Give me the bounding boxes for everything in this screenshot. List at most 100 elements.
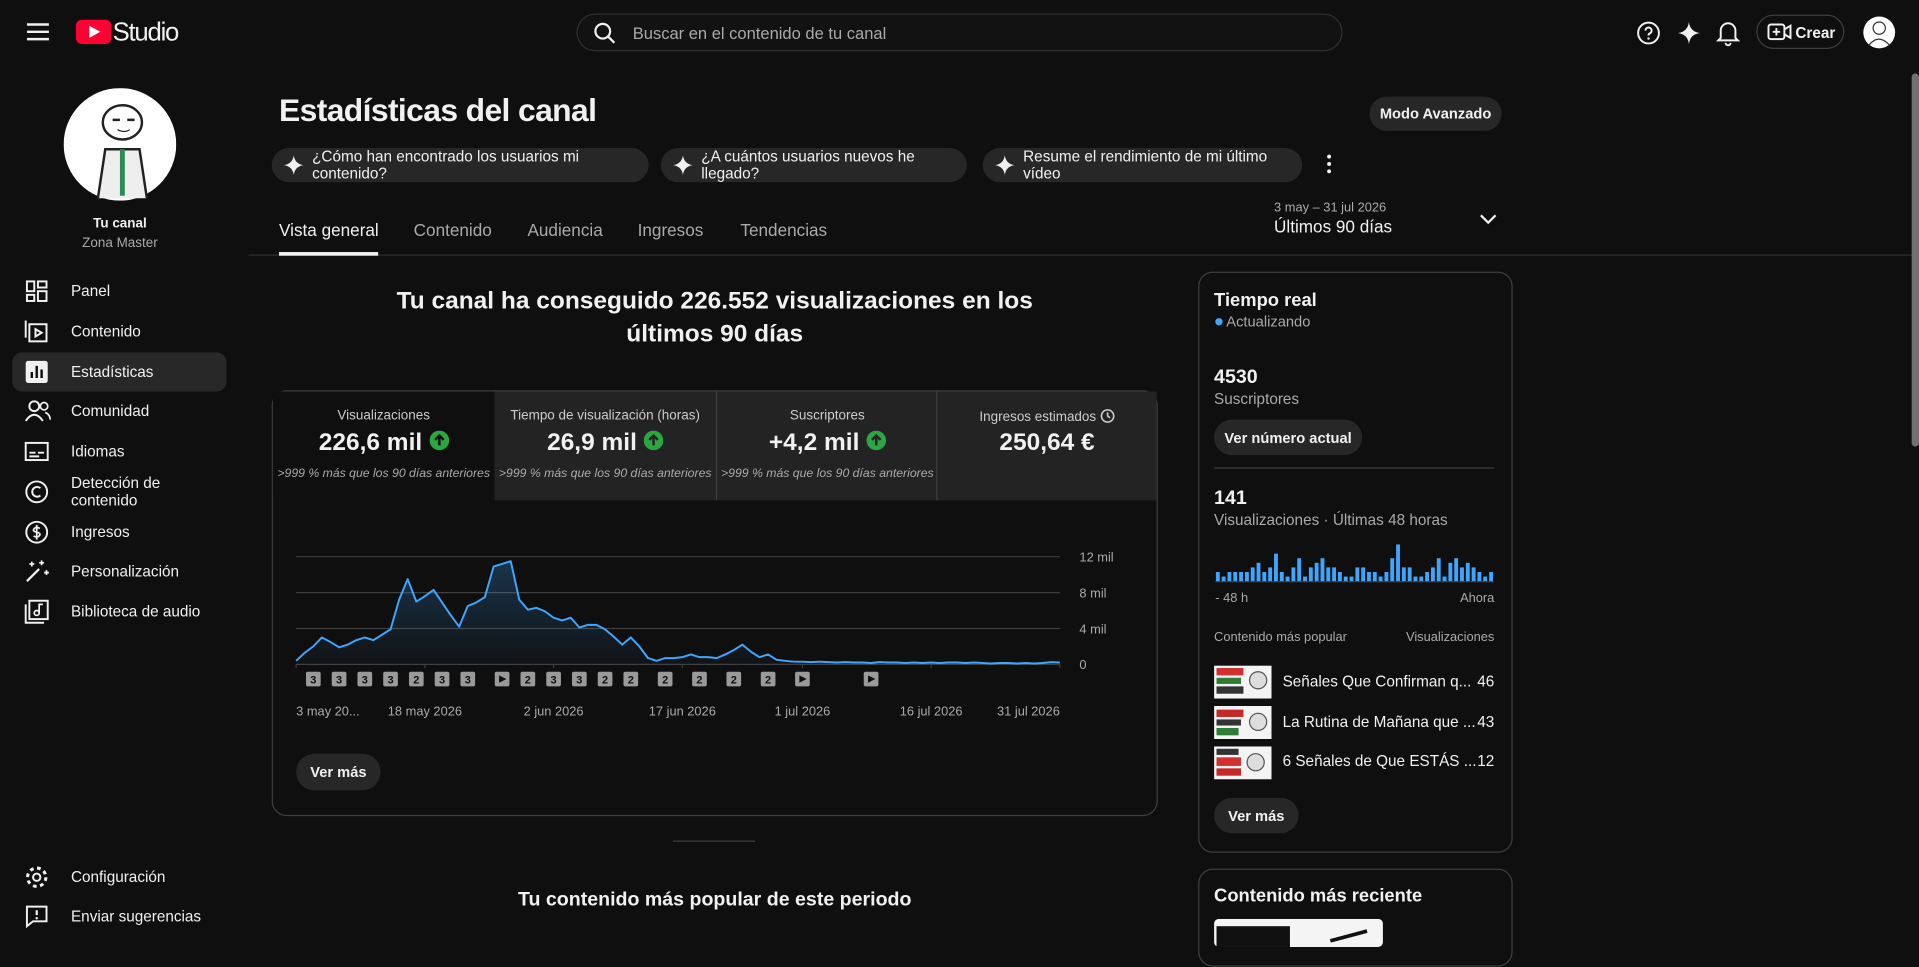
nav-icon bbox=[26, 866, 48, 888]
nav-label: Idiomas bbox=[70, 442, 125, 461]
scrollbar[interactable] bbox=[1911, 73, 1919, 447]
video-title[interactable]: Señales Que Confirman q... bbox=[1282, 672, 1472, 691]
tab[interactable]: Vista general bbox=[279, 220, 379, 240]
top-metric: Visualizaciones bbox=[1405, 630, 1495, 645]
tab[interactable]: Tendencias bbox=[740, 220, 828, 240]
subscriber-label: Suscriptores bbox=[1214, 390, 1300, 408]
nav-label: Configuración bbox=[70, 868, 166, 886]
notifications-button[interactable] bbox=[1715, 20, 1741, 47]
metric-note: >999 % más que los 90 días anteriores bbox=[277, 467, 490, 481]
advanced-mode-button[interactable]: Modo Avanzado bbox=[1369, 96, 1502, 131]
nav-item[interactable]: Contenido bbox=[12, 312, 226, 351]
nav-label: Panel bbox=[70, 282, 111, 300]
top-heading: Contenido más popular bbox=[1214, 630, 1347, 645]
more-options[interactable] bbox=[1325, 154, 1332, 174]
nav-label: Estadísticas bbox=[70, 363, 154, 381]
create-icon bbox=[1767, 23, 1792, 41]
see-more-button[interactable]: Ver más bbox=[1214, 797, 1299, 834]
up-icon bbox=[866, 430, 886, 451]
section-divider bbox=[673, 840, 756, 842]
recent-thumbnail[interactable] bbox=[1214, 918, 1383, 947]
nav-item[interactable]: Enviar sugerencias bbox=[12, 897, 226, 936]
metric-tab[interactable]: Suscriptores +4,2 mil >999 % más que los … bbox=[715, 391, 938, 501]
video-views: 12 bbox=[1477, 752, 1495, 770]
nav-item[interactable]: Panel bbox=[12, 272, 226, 311]
video-title[interactable]: La Rutina de Mañana que ... bbox=[1282, 713, 1476, 731]
metric-tab[interactable]: Ingresos estimados 250,64 € bbox=[936, 391, 1157, 501]
sparkle-icon bbox=[283, 155, 304, 175]
nav-icon bbox=[24, 400, 52, 422]
realtime-card bbox=[1198, 271, 1513, 853]
nav-item[interactable]: Comunidad bbox=[12, 392, 226, 431]
nav-label: Comunidad bbox=[70, 402, 150, 420]
video-title[interactable]: 6 Señales de Que ESTÁS ... bbox=[1282, 752, 1477, 770]
nav-item[interactable]: Biblioteca de audio bbox=[12, 592, 226, 631]
video-thumbnail[interactable] bbox=[1214, 665, 1272, 699]
up-icon bbox=[428, 430, 449, 451]
channel-name: Zona Master bbox=[82, 236, 158, 251]
tab[interactable]: Audiencia bbox=[527, 220, 603, 240]
logo-text[interactable]: Studio bbox=[112, 18, 180, 47]
search-placeholder: Buscar en el contenido de tu canal bbox=[632, 24, 887, 43]
suggestion-chip[interactable]: ¿A cuántos usuarios nuevos he llegado? bbox=[660, 148, 967, 183]
ai-button[interactable] bbox=[1677, 21, 1701, 45]
create-label: Crear bbox=[1795, 24, 1836, 42]
suggestion-text: Resume el rendimiento de mi último vídeo bbox=[1023, 148, 1268, 183]
nav-item[interactable]: Ingresos bbox=[12, 513, 226, 552]
tab[interactable]: Contenido bbox=[413, 220, 492, 240]
realtime-divider bbox=[1214, 467, 1495, 469]
studio-app: Studio Buscar en el contenido de tu cana… bbox=[12, 13, 1919, 967]
nav-item[interactable]: Estadísticas bbox=[12, 352, 227, 392]
nav-item[interactable]: Idiomas bbox=[12, 432, 226, 471]
metric-tab[interactable]: Visualizaciones 226,6 mil >999 % más que … bbox=[272, 391, 495, 501]
video-thumbnail[interactable] bbox=[1214, 746, 1272, 780]
period-dropdown[interactable] bbox=[1480, 214, 1497, 225]
video-views: 46 bbox=[1477, 672, 1495, 691]
search-icon bbox=[594, 22, 616, 44]
account-avatar[interactable] bbox=[1863, 16, 1896, 49]
nav-item[interactable]: Configuración bbox=[12, 858, 226, 897]
suggestion-text: ¿Cómo han encontrado los usuarios mi con… bbox=[312, 148, 580, 183]
nav-label: Ingresos bbox=[70, 523, 130, 541]
metric-tab[interactable]: Tiempo de visualización (horas) 26,9 mil … bbox=[494, 391, 716, 501]
create-button[interactable]: Crear bbox=[1756, 14, 1845, 49]
views-label: Visualizaciones · Últimas 48 horas bbox=[1214, 511, 1448, 529]
period-selector[interactable]: Últimos 90 días bbox=[1274, 216, 1393, 237]
metric-label: Tiempo de visualización (horas) bbox=[510, 408, 700, 424]
nav-label: Biblioteca de audio bbox=[70, 603, 201, 621]
popular-heading: Tu contenido más popular de este periodo bbox=[517, 889, 912, 911]
clock-icon bbox=[1100, 409, 1115, 423]
video-thumbnail[interactable] bbox=[1214, 705, 1272, 739]
suggestion-chip[interactable]: Resume el rendimiento de mi último vídeo bbox=[982, 148, 1303, 183]
see-more-button[interactable]: Ver más bbox=[296, 753, 381, 791]
nav-label: Contenido bbox=[70, 323, 141, 341]
nav-label: Personalización bbox=[70, 562, 179, 580]
tab[interactable]: Ingresos bbox=[637, 220, 704, 240]
youtube-logo[interactable] bbox=[75, 19, 113, 45]
nav-icon bbox=[25, 360, 48, 383]
nav-label: Detección de contenido bbox=[70, 474, 161, 509]
sparkle-icon bbox=[673, 155, 693, 175]
metric-label: Visualizaciones bbox=[337, 408, 430, 424]
realtime-status: Actualizando bbox=[1226, 313, 1311, 331]
subscriber-count: 4530 bbox=[1214, 367, 1258, 388]
show-count-button[interactable]: Ver número actual bbox=[1214, 419, 1363, 456]
date-range[interactable]: 3 may – 31 jul 2026 bbox=[1274, 200, 1387, 216]
search-box[interactable]: Buscar en el contenido de tu canal bbox=[576, 13, 1343, 52]
channel-avatar[interactable] bbox=[63, 88, 177, 201]
metric-value: +4,2 mil bbox=[717, 429, 937, 457]
suggestion-text: ¿A cuántos usuarios nuevos he llegado? bbox=[701, 148, 915, 183]
metric-label-text: Ingresos estimados bbox=[979, 409, 1097, 425]
metric-number: +4,2 mil bbox=[768, 429, 860, 457]
nav-icon bbox=[26, 560, 49, 582]
nav-icon bbox=[24, 599, 49, 624]
metric-label: Ingresos estimados bbox=[937, 409, 1156, 425]
nav-icon bbox=[24, 441, 49, 462]
menu-button[interactable] bbox=[26, 22, 49, 42]
help-button[interactable] bbox=[1636, 21, 1660, 45]
nav-item[interactable]: Detección de contenido bbox=[12, 472, 226, 511]
recent-title: Contenido más reciente bbox=[1214, 885, 1423, 907]
suggestion-chip[interactable]: ¿Cómo han encontrado los usuarios mi con… bbox=[271, 148, 649, 183]
tabs-divider bbox=[248, 254, 1919, 256]
nav-item[interactable]: Personalización bbox=[12, 552, 226, 591]
